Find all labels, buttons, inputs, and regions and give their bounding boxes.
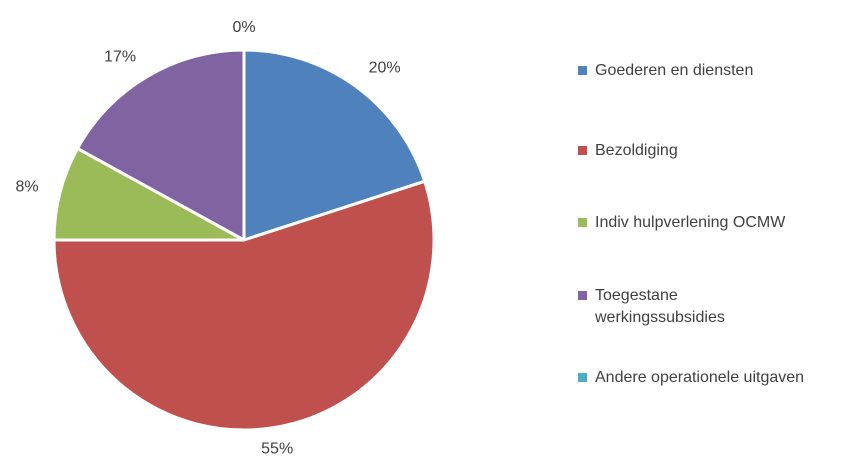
data-label: 8%: [16, 178, 39, 195]
data-label: 55%: [261, 441, 293, 458]
legend-label: Bezoldiging: [595, 142, 678, 159]
pie-slice: [76, 48, 246, 242]
pie-area: 20% 55% 8% 17% 0%: [16, 19, 436, 458]
pie-slice: [52, 179, 436, 432]
legend-swatch: [578, 373, 587, 382]
legend-item: Andere operationele uitgaven: [578, 367, 810, 389]
legend-label: Andere operationele uitgaven: [595, 369, 805, 386]
legend-item: Indiv hulpverlening OCMW: [578, 212, 857, 234]
legend-swatch: [578, 146, 587, 155]
legend-item: Bezoldiging: [578, 140, 857, 162]
legend-label: Toegestane werkingssubsidies: [595, 287, 725, 326]
data-label: 17%: [104, 49, 136, 66]
legend-swatch: [578, 291, 587, 300]
legend-label: Indiv hulpverlening OCMW: [595, 214, 786, 231]
legend-item: Toegestane werkingssubsidies: [578, 285, 810, 329]
legend-swatch: [578, 218, 587, 227]
data-label: 0%: [232, 19, 255, 36]
pie-slice: [52, 146, 246, 242]
legend-swatch: [578, 66, 587, 75]
pie-slice: [242, 48, 427, 242]
data-label: 20%: [369, 60, 401, 77]
legend-item: Goederen en diensten: [578, 60, 857, 82]
legend-label: Goederen en diensten: [595, 62, 754, 79]
